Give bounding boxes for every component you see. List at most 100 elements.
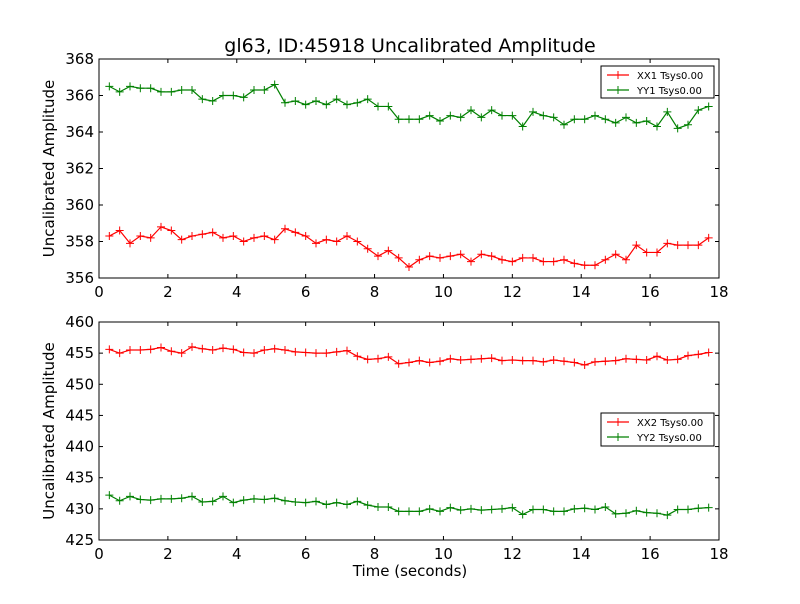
data-point xyxy=(322,500,331,509)
data-point xyxy=(694,106,703,115)
data-point xyxy=(436,507,444,516)
data-point xyxy=(281,98,289,107)
data-point xyxy=(477,113,486,122)
data-point xyxy=(622,255,630,264)
data-point xyxy=(611,509,620,518)
data-point xyxy=(653,122,661,131)
data-point xyxy=(260,232,269,241)
data-point xyxy=(115,87,124,96)
data-point xyxy=(270,235,279,244)
data-point xyxy=(374,502,382,511)
legend-label: XX1 Tsys0.00 xyxy=(637,71,703,82)
data-point xyxy=(105,82,114,91)
data-point xyxy=(673,355,682,364)
data-point xyxy=(673,241,682,250)
data-point xyxy=(642,117,651,126)
data-point xyxy=(270,80,279,89)
data-point xyxy=(405,507,413,516)
data-point xyxy=(353,237,362,246)
data-point xyxy=(188,492,196,501)
data-point xyxy=(477,250,486,259)
top-plot-panel: 0 2 4 6 8 10 12 14 16 18 356 358 360 362 364 366 368 Unca… xyxy=(40,50,729,301)
data-point xyxy=(105,345,114,354)
data-point xyxy=(239,237,248,246)
data-point xyxy=(312,96,320,105)
data-point xyxy=(622,354,630,363)
data-point xyxy=(684,241,692,250)
data-point xyxy=(425,111,434,120)
y-tick-label: 440 xyxy=(65,438,94,456)
data-point xyxy=(219,91,227,100)
legend-marker xyxy=(614,86,622,94)
data-point xyxy=(487,505,496,514)
x-tick-label: 4 xyxy=(232,283,242,301)
data-point xyxy=(115,496,124,505)
x-tick-label: 8 xyxy=(370,545,380,563)
data-point xyxy=(250,349,258,358)
data-point xyxy=(549,355,558,364)
data-point xyxy=(446,503,455,512)
data-point xyxy=(115,349,124,358)
data-point xyxy=(374,102,382,111)
data-point xyxy=(477,354,486,363)
data-point xyxy=(146,84,155,93)
data-point xyxy=(260,346,269,355)
data-point xyxy=(157,87,165,96)
data-point xyxy=(663,355,672,364)
data-point xyxy=(394,359,403,368)
data-point xyxy=(405,358,413,367)
data-point xyxy=(291,96,300,105)
data-point xyxy=(642,355,651,364)
data-point xyxy=(611,356,620,365)
y-tick-label: 364 xyxy=(65,123,94,141)
data-point xyxy=(188,86,196,95)
data-point xyxy=(239,496,248,505)
data-point xyxy=(374,354,382,363)
data-point xyxy=(518,510,527,519)
x-tick-label: 10 xyxy=(434,545,453,563)
data-point xyxy=(560,507,568,516)
data-point xyxy=(529,107,537,116)
data-point xyxy=(208,346,217,355)
data-point xyxy=(456,113,465,122)
data-point xyxy=(529,253,537,262)
data-point xyxy=(580,360,589,369)
data-point xyxy=(208,497,217,506)
data-point xyxy=(642,248,651,257)
y-tick-label: 368 xyxy=(65,50,94,68)
data-point xyxy=(312,349,320,358)
data-point xyxy=(529,505,537,514)
data-point xyxy=(518,253,527,262)
x-tick-label: 14 xyxy=(572,545,591,563)
data-point xyxy=(560,255,568,264)
data-point xyxy=(136,84,145,93)
data-point xyxy=(632,355,641,364)
data-point xyxy=(405,115,413,124)
legend-marker xyxy=(614,71,622,79)
data-point xyxy=(312,239,320,248)
y-tick-label: 362 xyxy=(65,160,94,178)
data-point xyxy=(704,102,713,111)
legend-box xyxy=(600,65,715,99)
data-point xyxy=(229,232,238,241)
data-point xyxy=(436,253,444,262)
x-tick-label: 4 xyxy=(232,545,242,563)
x-axis-label: Time (seconds) xyxy=(352,562,468,580)
y-tick-label: 430 xyxy=(65,500,94,518)
data-point xyxy=(508,257,517,266)
data-point xyxy=(498,356,506,365)
data-point xyxy=(312,497,320,506)
data-point xyxy=(663,239,672,248)
data-point xyxy=(363,501,372,510)
data-point xyxy=(653,248,661,257)
data-point xyxy=(177,494,186,503)
data-point xyxy=(704,503,713,512)
y-axis-label: Uncalibrated Amplitude xyxy=(40,342,58,519)
data-point xyxy=(198,344,207,353)
data-point xyxy=(136,495,145,504)
data-point xyxy=(281,496,289,505)
data-point xyxy=(322,349,331,358)
data-point xyxy=(188,342,196,351)
data-point xyxy=(219,492,227,501)
